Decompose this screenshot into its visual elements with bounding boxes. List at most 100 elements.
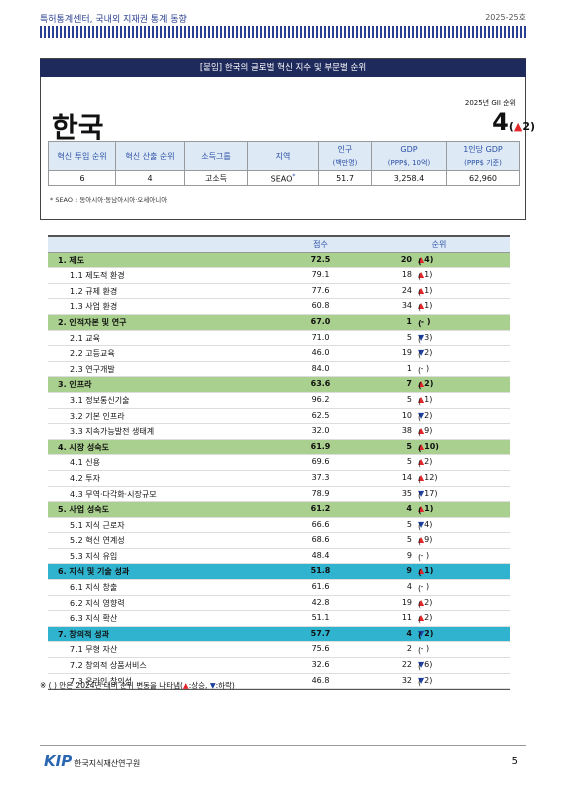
- section-row: 4. 시장 성숙도 61.9 5 (▲10): [48, 439, 510, 456]
- value: SEAO: [270, 174, 293, 184]
- bracket: ): [429, 285, 433, 295]
- item-row: 1.1 제도적 환경 79.1 18 (▲1): [48, 268, 510, 284]
- delta: 2: [424, 379, 430, 389]
- bracket: (: [418, 568, 422, 578]
- delta: -: [420, 316, 425, 326]
- rank: 32: [401, 675, 412, 685]
- rank: 1: [406, 316, 412, 326]
- score: 32.0: [311, 426, 330, 436]
- bracket: ): [429, 613, 433, 623]
- arrow: ▼: [418, 519, 425, 529]
- arrow: ▲: [418, 597, 425, 607]
- section-row: 6. 지식 및 기술 성과 51.8 9 (▲1): [48, 564, 510, 581]
- bracket: ): [425, 644, 430, 654]
- section-row: 2. 인적자본 및 연구 67.0 1 ( - ): [48, 314, 510, 331]
- label: 6. 지식 및 기술 성과: [58, 567, 130, 577]
- rank-change: (▲1): [418, 566, 434, 578]
- item-row: 4.3 무역·다각화·시장규모 78.9 35 (▼17): [48, 487, 510, 503]
- bracket: ): [425, 582, 430, 592]
- rank: 19: [401, 348, 412, 358]
- rank: 5: [406, 457, 412, 467]
- score: 61.9: [310, 441, 331, 451]
- country: 한국: [52, 111, 104, 144]
- bracket: (: [418, 303, 422, 313]
- bracket: (: [418, 552, 422, 562]
- header-band: [40, 26, 526, 38]
- value: 4: [147, 173, 153, 183]
- score: 69.6: [311, 457, 330, 467]
- arrow: ▲: [418, 613, 425, 623]
- rank: 7: [406, 379, 412, 389]
- delta: 2: [424, 628, 430, 638]
- rank-change: (▲2): [418, 457, 432, 468]
- bracket: ): [429, 301, 433, 311]
- delta: 1: [424, 301, 430, 311]
- info-header: 1인당 GDP: [446, 141, 520, 156]
- value: 6: [79, 173, 85, 183]
- score: 62.5: [311, 410, 330, 420]
- score: 61.2: [310, 504, 331, 514]
- bracket: (: [418, 412, 422, 422]
- rank-change: ( - ): [418, 316, 431, 328]
- section-row: 7. 창의적 성과 57.7 4 (▼2): [48, 626, 510, 643]
- delta: 2: [424, 410, 430, 420]
- delta: 10: [424, 441, 436, 451]
- bracket: ): [429, 270, 433, 280]
- rank-change: ( - ): [418, 551, 429, 562]
- delta: 4: [424, 519, 430, 529]
- arrow: ▲: [418, 566, 425, 576]
- score: 60.8: [311, 301, 330, 311]
- bracket: (: [418, 396, 422, 406]
- rank-change: (▲1): [418, 285, 433, 297]
- label: 2.1 교육: [70, 333, 100, 343]
- rank: 11: [401, 613, 412, 623]
- score: 96.2: [311, 394, 330, 404]
- bracket: ): [434, 488, 438, 498]
- delta: 2: [424, 675, 430, 685]
- bracket: ): [429, 332, 433, 342]
- bracket: ): [429, 566, 434, 576]
- arrow: ▼: [418, 660, 425, 670]
- info-header-row: 혁신 투입 순위 혁신 산출 순위 소득그룹 지역 인구 GDP 1인당 GDP: [48, 141, 520, 171]
- info-header: 소득그룹: [184, 141, 248, 171]
- info-header: 혁신 투입 순위: [48, 141, 116, 171]
- rank-change: (▼2): [418, 675, 432, 687]
- item-row: 1.3 사업 환경 60.8 34 (▲1): [48, 299, 510, 315]
- label: 7. 창의적 성과: [58, 629, 109, 639]
- issue-number: 2025-25호: [485, 13, 526, 22]
- label: 3. 인프라: [58, 380, 92, 390]
- info-header-unit: (백만명): [318, 156, 372, 171]
- item-row: 5.1 지식 근로자 66.6 5 (▼4): [48, 518, 510, 534]
- rank-change: ( - ): [418, 582, 430, 593]
- label: 5.3 지식 유입: [70, 551, 118, 561]
- label: 1.3 사업 환경: [70, 302, 118, 312]
- bracket: ): [429, 379, 434, 389]
- score: 71.0: [311, 332, 330, 342]
- value: 62,960: [469, 173, 497, 183]
- item-row: 4.1 신용 69.6 5 (▲2): [48, 455, 510, 471]
- bracket: (: [508, 120, 514, 133]
- label: 4.1 신용: [70, 458, 100, 468]
- bracket: (: [418, 381, 422, 391]
- item-row: 3.3 지속가능발전 생태계 32.0 38 (▲9): [48, 424, 510, 440]
- bracket: (: [418, 630, 422, 640]
- rank-change: (▲1): [418, 504, 433, 515]
- score: 48.4: [311, 550, 330, 560]
- section-row: 1. 제도 72.5 20 (▲4): [48, 252, 510, 269]
- value: 51.7: [336, 173, 354, 183]
- info-value: 51.7: [318, 170, 372, 186]
- note-text: :상승,: [188, 681, 210, 690]
- label: 3.1 정보통신기술: [70, 395, 130, 405]
- delta: 2: [424, 613, 430, 623]
- score: 63.6: [310, 379, 331, 389]
- bracket: ): [429, 660, 433, 670]
- rank-change: (▲2): [418, 379, 434, 391]
- rank-change: (▼2): [418, 628, 433, 640]
- label: 2. 인적자본 및 연구: [58, 317, 127, 327]
- rank: 5: [406, 441, 412, 451]
- score: 46.8: [311, 675, 330, 685]
- arrow: ▼: [418, 348, 425, 358]
- rank-change: (▼6): [418, 660, 433, 671]
- item-row: 7.1 무형 자산 75.6 2 ( - ): [48, 642, 510, 659]
